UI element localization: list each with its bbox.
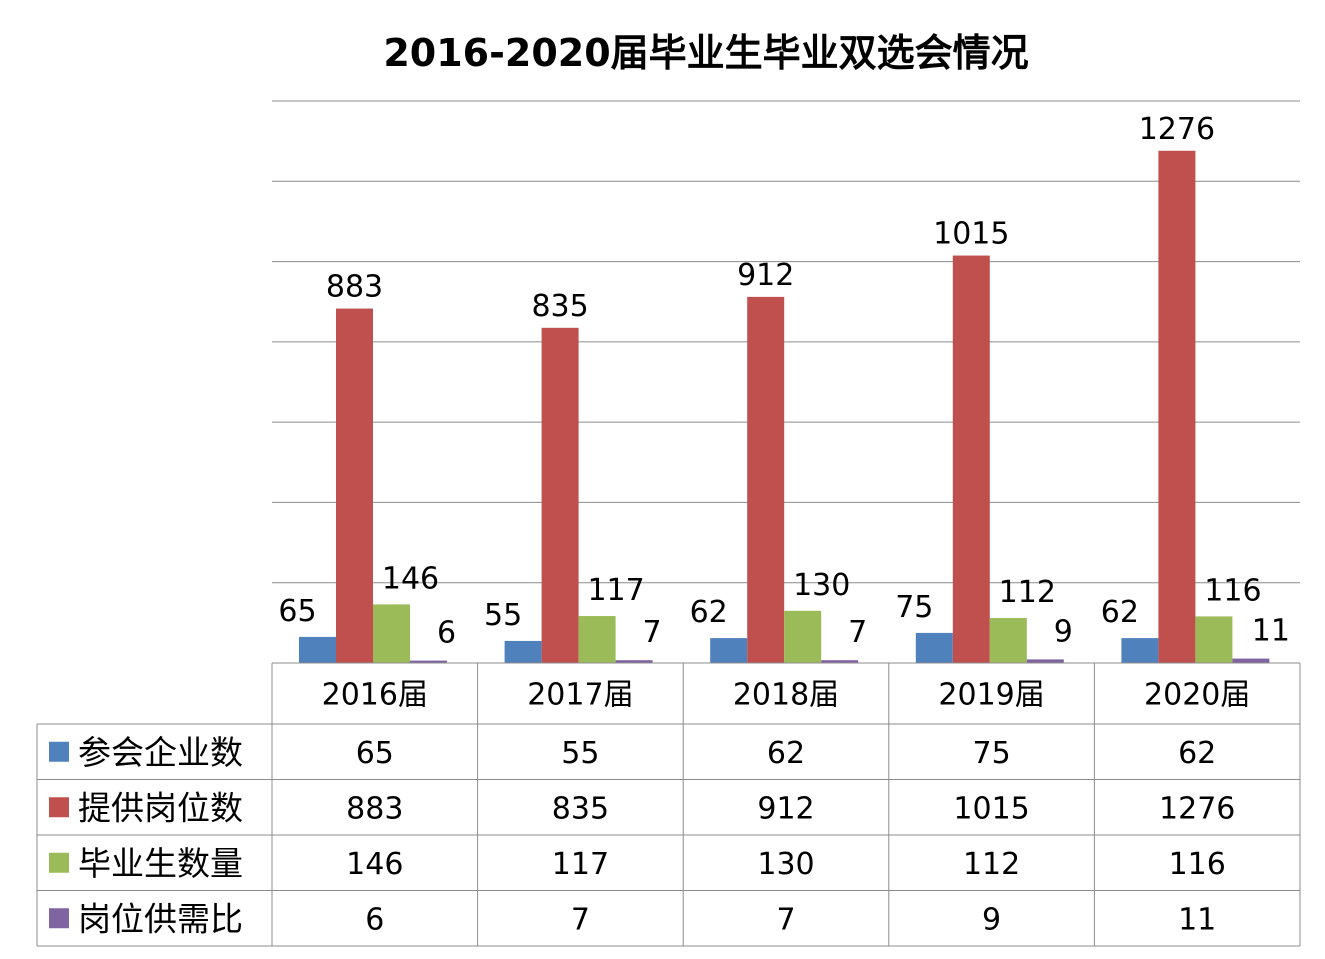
- bar: [336, 308, 373, 663]
- bar: [1026, 659, 1064, 663]
- table-cell: 116: [1169, 847, 1226, 882]
- bar: [299, 636, 336, 663]
- bar: [410, 660, 447, 663]
- bar: [1158, 150, 1196, 663]
- data-label: 130: [793, 568, 850, 603]
- data-label: 1276: [1139, 112, 1215, 147]
- data-label: 6: [437, 616, 456, 651]
- data-label: 146: [382, 561, 439, 596]
- chart-title: 2016-2020届毕业生毕业双选会情况: [383, 31, 1029, 75]
- data-label: 116: [1204, 573, 1261, 608]
- table-cell: 117: [552, 847, 609, 882]
- category-label: 2017届: [527, 678, 633, 713]
- data-label: 62: [690, 595, 728, 630]
- table-cell: 146: [346, 847, 403, 882]
- data-label: 835: [531, 289, 588, 324]
- table-cell: 7: [776, 902, 795, 937]
- bar: [541, 327, 579, 663]
- data-label: 1015: [933, 217, 1009, 252]
- table-cell: 9: [982, 902, 1001, 937]
- table-cell: 112: [963, 847, 1020, 882]
- table-cell: 7: [571, 902, 590, 937]
- data-label: 912: [737, 258, 794, 293]
- table-cell: 65: [356, 736, 394, 771]
- bar: [1232, 658, 1270, 663]
- bar: [578, 616, 616, 663]
- table-cell: 75: [973, 736, 1011, 771]
- table-cell: 55: [561, 736, 599, 771]
- bar: [504, 640, 542, 663]
- table-cell: 1276: [1159, 791, 1235, 826]
- bar: [1121, 638, 1159, 663]
- bar: [989, 618, 1027, 663]
- table-cell: 835: [552, 791, 609, 826]
- bar: [821, 660, 859, 663]
- data-label: 883: [326, 270, 383, 305]
- table-cell: 62: [767, 736, 805, 771]
- bar: [747, 296, 785, 663]
- data-label: 62: [1101, 595, 1139, 630]
- data-label: 9: [1054, 614, 1073, 649]
- bar: [915, 632, 953, 663]
- table-cell: 1015: [953, 791, 1029, 826]
- table-cell: 62: [1178, 736, 1216, 771]
- series-name: 岗位供需比: [78, 899, 243, 938]
- category-label: 2019届: [938, 678, 1044, 713]
- data-label: 11: [1252, 614, 1290, 649]
- data-label: 7: [848, 615, 867, 650]
- data-label: 7: [643, 615, 662, 650]
- legend-swatch: [49, 852, 69, 873]
- table-cell: 11: [1178, 902, 1216, 937]
- bar: [373, 604, 410, 663]
- data-label: 55: [484, 598, 522, 633]
- legend-swatch: [49, 797, 69, 818]
- bar: [952, 255, 990, 664]
- data-label: 117: [587, 573, 644, 608]
- bar: [710, 638, 748, 663]
- bar: [784, 610, 822, 663]
- data-label: 65: [278, 594, 316, 629]
- data-labels: 65 883 146 6 55 835 117 7 62 912 130 7 75 1015 112 9 62 1…: [278, 112, 1290, 651]
- gridlines: [272, 100, 1300, 584]
- bar: [1195, 616, 1233, 663]
- data-label: 75: [895, 590, 933, 625]
- table-cell: 130: [757, 847, 814, 882]
- legend-swatch: [49, 741, 69, 762]
- data-label: 112: [999, 575, 1056, 610]
- series-name: 毕业生数量: [78, 844, 243, 883]
- category-label: 2018届: [733, 678, 839, 713]
- category-label: 2016届: [322, 678, 428, 713]
- series-name: 提供岗位数: [78, 788, 243, 827]
- category-label: 2020届: [1144, 678, 1250, 713]
- bars: [299, 150, 1270, 664]
- table-cell: 6: [365, 902, 384, 937]
- table-cell: 883: [346, 791, 403, 826]
- legend-swatch: [49, 908, 69, 929]
- series-name: 参会企业数: [78, 733, 243, 772]
- table-cell: 912: [757, 791, 814, 826]
- bar: [615, 660, 653, 663]
